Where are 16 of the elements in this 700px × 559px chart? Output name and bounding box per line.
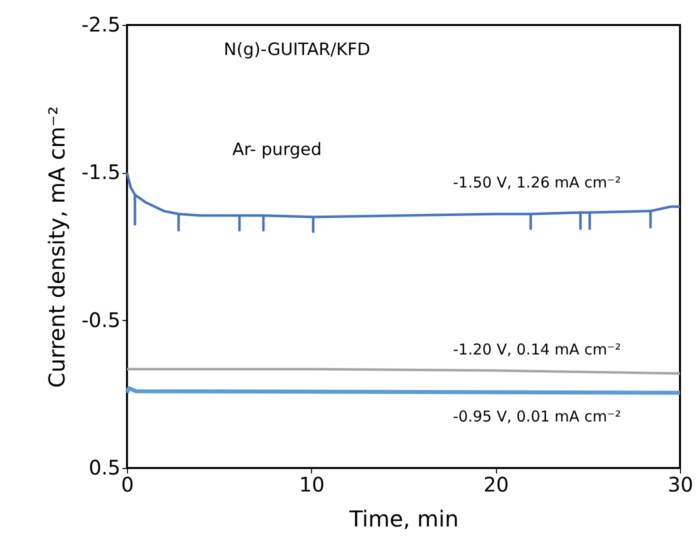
x-tick-label: 10 [299, 472, 325, 496]
x-tick-label: 0 [121, 472, 134, 496]
y-tick-label: -0.5 [81, 308, 120, 332]
series-label: -1.20 V, 0.14 mA cm⁻² [453, 340, 621, 358]
y-tick-label: -2.5 [81, 12, 120, 36]
y-tick-label: -1.5 [81, 160, 120, 184]
series-label: -0.95 V, 0.01 mA cm⁻² [453, 408, 621, 426]
line-series [126, 171, 682, 233]
x-axis-title: Time, min [348, 508, 459, 532]
annotation: N(g)-GUITAR/KFD [224, 40, 370, 60]
annotation: Ar- purged [232, 140, 322, 160]
x-tick-label: 20 [483, 472, 509, 496]
y-tick-label: 0.5 [88, 456, 120, 480]
y-axis-title: Current density, mA cm⁻² [45, 106, 70, 388]
series-label: -1.50 V, 1.26 mA cm⁻² [453, 174, 621, 192]
x-tick-label: 30 [668, 472, 694, 496]
